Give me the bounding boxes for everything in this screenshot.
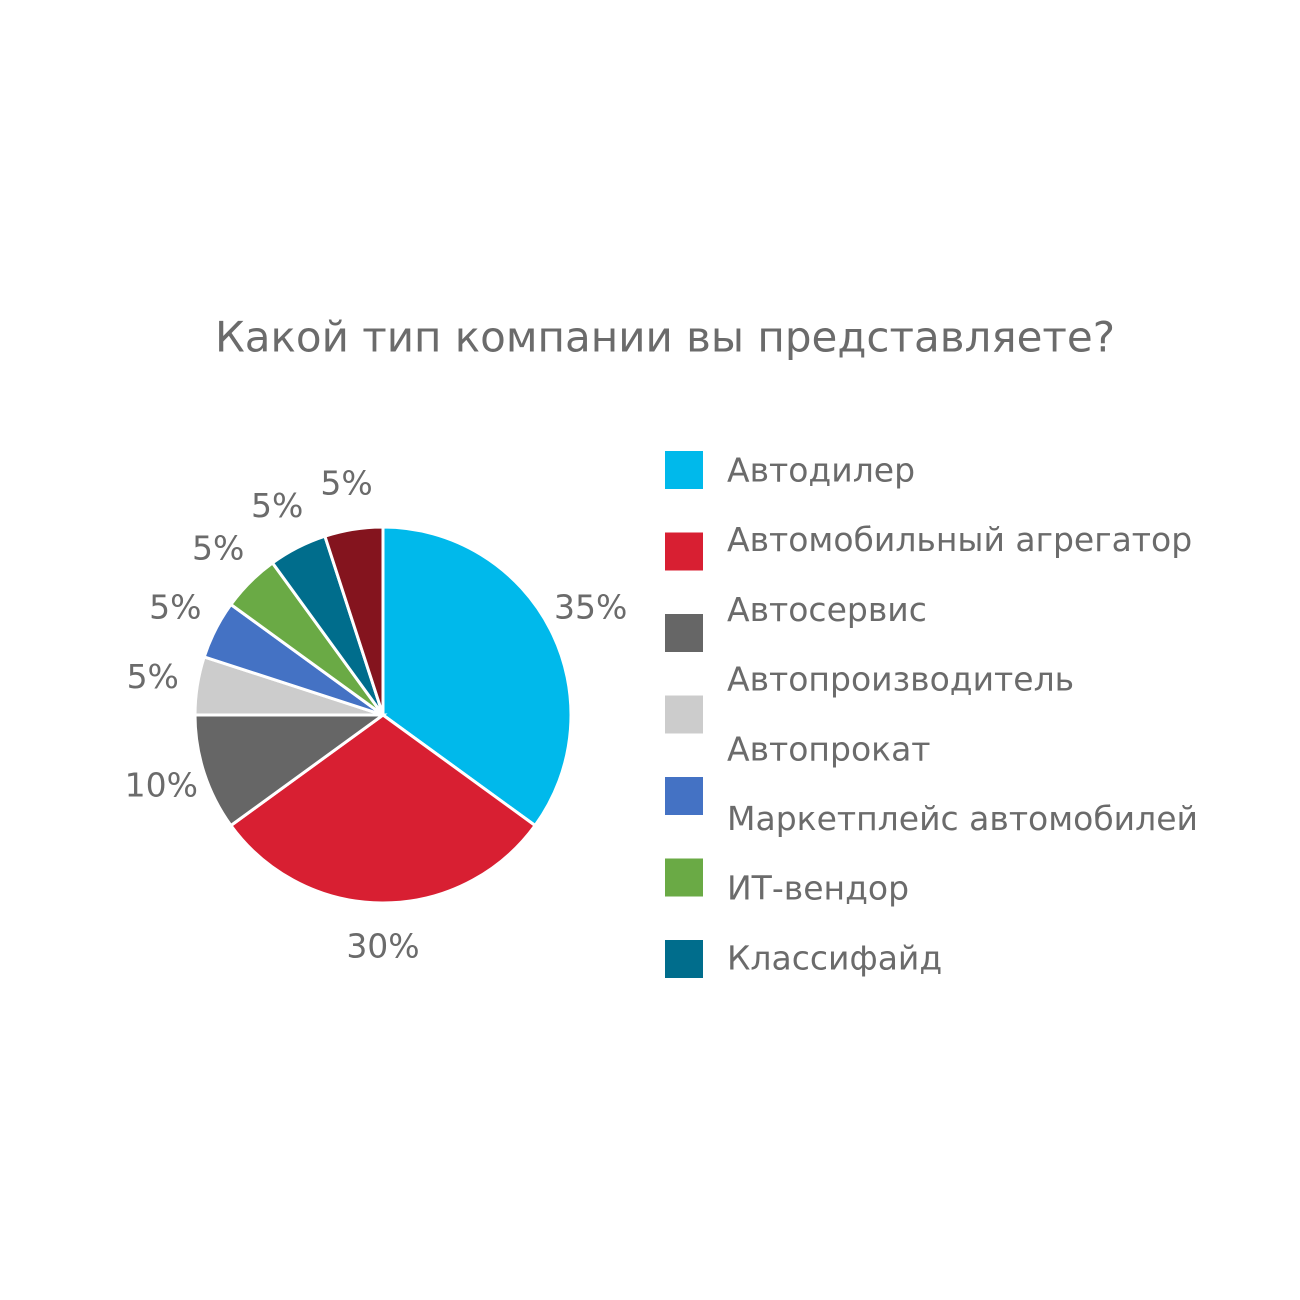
- chart-title: Какой тип компании вы представляете?: [215, 313, 1115, 362]
- legend-swatch: [665, 695, 703, 734]
- legend-swatch: [665, 614, 703, 652]
- legend-swatch: [665, 858, 703, 897]
- slice-label: 5%: [320, 463, 372, 502]
- legend-label: Автомобильный агрегатор: [727, 520, 1192, 559]
- slice-label: 35%: [554, 588, 627, 627]
- legend-label: Автодилер: [727, 451, 915, 490]
- slice-label: 10%: [125, 766, 198, 805]
- pie-slice: [228, 713, 538, 905]
- pie-slice: [381, 525, 573, 828]
- legend-label: Автосервис: [727, 590, 927, 629]
- legend-label: Автопрокат: [727, 729, 931, 768]
- legend-swatch: [665, 940, 703, 978]
- slice-label: 30%: [346, 927, 419, 966]
- legend-swatch: [665, 532, 703, 571]
- pie-slice: [323, 525, 385, 716]
- legend-swatch: [665, 777, 703, 815]
- legend-swatch: [665, 451, 703, 489]
- legend-label: ИТ-вендор: [727, 869, 909, 908]
- slice-label: 5%: [251, 486, 303, 525]
- legend-label: Автопроизводитель: [727, 660, 1074, 699]
- pie-slice: [193, 713, 388, 828]
- slice-label: 5%: [192, 529, 244, 568]
- legend-label: Маркетплейс автомобилей: [727, 799, 1198, 838]
- slice-label: 5%: [149, 588, 201, 627]
- legend-label: Классифайд: [727, 938, 942, 977]
- slice-label: 5%: [127, 657, 179, 696]
